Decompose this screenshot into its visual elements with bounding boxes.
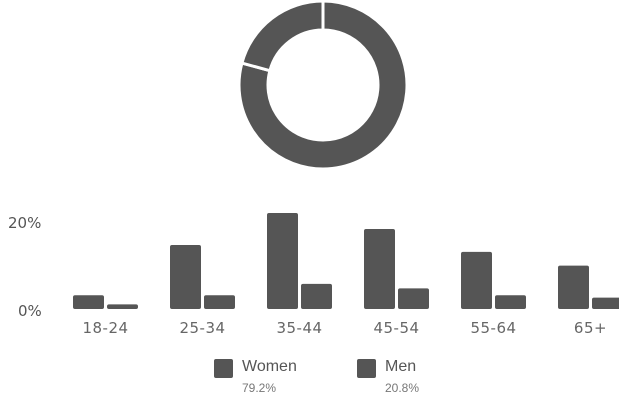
bar-men-45-54[interactable] (398, 288, 429, 309)
bar-women-45-54[interactable] (364, 229, 395, 309)
x-tick-label: 18-24 (82, 319, 128, 337)
y-tick-label-top: 20% (8, 214, 41, 232)
bar-men-35-44[interactable] (301, 283, 332, 309)
x-tick-label: 45-54 (373, 319, 419, 337)
x-tick-label: 65+ (574, 319, 607, 337)
gender-donut-chart (237, 0, 409, 171)
x-tick-label: 25-34 (179, 319, 225, 337)
legend-label-men: Men (385, 358, 417, 375)
legend-label-women: Women (242, 358, 297, 375)
legend-swatch-men (357, 359, 376, 378)
bar-men-65plus[interactable] (592, 297, 619, 309)
y-axis: 20% 0% (8, 214, 42, 320)
x-tick-label: 55-64 (470, 319, 516, 337)
bar-women-18-24[interactable] (73, 295, 104, 309)
donut-slice-women[interactable] (237, 0, 409, 171)
donut-slice-men[interactable] (240, 0, 325, 73)
x-axis-categories: 18-24 25-34 35-44 45-54 55-64 65+ (82, 319, 607, 337)
legend-swatch-women (214, 359, 233, 378)
bar-men-25-34[interactable] (204, 295, 235, 309)
bar-women-65plus[interactable] (558, 265, 589, 309)
bar-women-25-34[interactable] (170, 245, 201, 309)
legend-percent-men: 20.8% (385, 381, 420, 395)
age-bar-chart (73, 213, 619, 309)
y-tick-label-bottom: 0% (18, 302, 42, 320)
x-tick-label: 35-44 (276, 319, 322, 337)
legend: Women 79.2% Men 20.8% (0, 355, 619, 404)
bar-men-55-64[interactable] (495, 295, 526, 309)
bar-women-35-44[interactable] (267, 213, 298, 309)
legend-percent-women: 79.2% (242, 381, 277, 395)
bar-women-55-64[interactable] (461, 251, 492, 309)
bar-men-18-24[interactable] (107, 304, 138, 309)
